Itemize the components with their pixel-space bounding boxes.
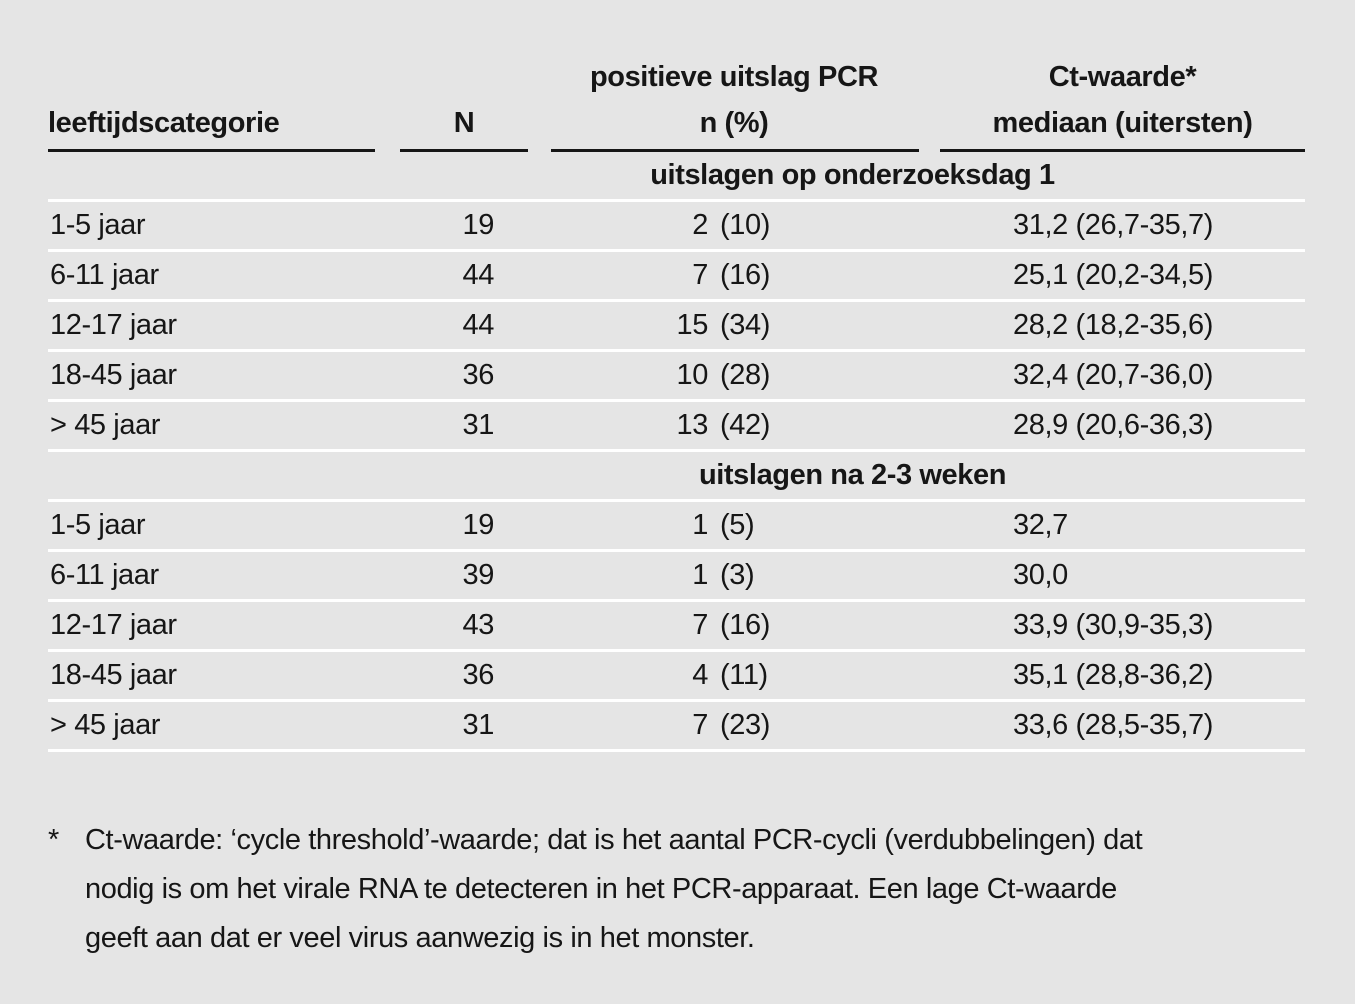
table-body: uitslagen op onderzoeksdag 1 1-5 jaar 19 2 (…	[48, 152, 1305, 752]
cell-pcr-positive: 2 (10)	[528, 209, 940, 242]
table-group-header-row: positieve uitslag PCR Ct-waarde*	[48, 52, 1305, 102]
pcr-percentage: (28)	[720, 359, 770, 391]
cell-n-total: 31	[462, 709, 495, 741]
column-header-pcr: n (%)	[528, 102, 940, 152]
table-row: > 45 jaar 31 7 (23) 33,6 (28,5-35,7)	[48, 702, 1305, 752]
cell-n-total: 31	[462, 409, 495, 441]
group-header-ct: Ct-waarde*	[1048, 61, 1197, 93]
pcr-percentage: (34)	[720, 309, 770, 341]
cell-ct-value: 31,2 (26,7-35,7)	[1013, 209, 1213, 241]
cell-age-category: > 45 jaar	[50, 409, 161, 441]
table-row: 18-45 jaar 36 10 (28) 32,4 (20,7-36,0)	[48, 352, 1305, 402]
cell-ct-value: 30,0	[1013, 559, 1068, 591]
pcr-percentage: (3)	[720, 559, 755, 591]
cell-pcr-positive: 7 (16)	[528, 259, 940, 292]
cell-age-category: 18-45 jaar	[50, 359, 177, 391]
footnote-line: Ct-waarde: ‘cycle threshold’-waarde; dat…	[85, 824, 1143, 856]
pcr-percentage: (10)	[720, 209, 770, 241]
pcr-count: 4	[692, 659, 708, 691]
cell-age-category: > 45 jaar	[50, 709, 161, 741]
cell-age-category: 1-5 jaar	[50, 209, 146, 241]
cell-n-total: 44	[462, 259, 495, 291]
cell-n-total: 39	[462, 559, 495, 591]
pcr-count: 13	[676, 409, 709, 441]
table-row: 1-5 jaar 19 2 (10) 31,2 (26,7-35,7)	[48, 202, 1305, 252]
cell-pcr-positive: 7 (23)	[528, 709, 940, 742]
cell-age-category: 18-45 jaar	[50, 659, 177, 691]
cell-pcr-positive: 1 (3)	[528, 559, 940, 592]
cell-ct-value: 28,9 (20,6-36,3)	[1013, 409, 1213, 441]
table-row: 18-45 jaar 36 4 (11) 35,1 (28,8-36,2)	[48, 652, 1305, 702]
cell-age-category: 6-11 jaar	[50, 559, 159, 591]
cell-n-total: 19	[462, 209, 495, 241]
section-title: uitslagen op onderzoeksdag 1	[650, 159, 1055, 191]
cell-n-total: 43	[462, 609, 495, 641]
group-header-pcr: positieve uitslag PCR	[589, 61, 879, 93]
cell-pcr-positive: 13 (42)	[528, 409, 940, 442]
cell-ct-value: 32,4 (20,7-36,0)	[1013, 359, 1213, 391]
table-row: 6-11 jaar 39 1 (3) 30,0	[48, 552, 1305, 602]
cell-age-category: 12-17 jaar	[50, 309, 177, 341]
group-header-spacer-n	[400, 52, 528, 102]
cell-ct-value: 33,9 (30,9-35,3)	[1013, 609, 1213, 641]
cell-ct-value: 33,6 (28,5-35,7)	[1013, 709, 1213, 741]
cell-pcr-positive: 7 (16)	[528, 609, 940, 642]
cell-pcr-positive: 15 (34)	[528, 309, 940, 342]
footnote-line: nodig is om het virale RNA te detecteren…	[85, 873, 1117, 905]
section-header-row: uitslagen na 2-3 weken	[48, 452, 1305, 502]
cell-ct-value: 35,1 (28,8-36,2)	[1013, 659, 1213, 691]
cell-n-total: 44	[462, 309, 495, 341]
pcr-count: 2	[692, 209, 708, 241]
table-row: 6-11 jaar 44 7 (16) 25,1 (20,2-34,5)	[48, 252, 1305, 302]
pcr-percentage: (5)	[720, 509, 755, 541]
pcr-count: 1	[692, 559, 708, 591]
pcr-count: 7	[692, 709, 708, 741]
pcr-percentage: (16)	[720, 609, 770, 641]
column-header-n: N	[400, 102, 528, 152]
cell-n-total: 36	[462, 659, 495, 691]
table-row: > 45 jaar 31 13 (42) 28,9 (20,6-36,3)	[48, 402, 1305, 452]
pcr-count: 1	[692, 509, 708, 541]
cell-ct-value: 28,2 (18,2-35,6)	[1013, 309, 1213, 341]
results-table: positieve uitslag PCR Ct-waarde* leeftij…	[48, 52, 1305, 752]
pcr-percentage: (23)	[720, 709, 770, 741]
cell-pcr-positive: 10 (28)	[528, 359, 940, 392]
section-header-row: uitslagen op onderzoeksdag 1	[48, 152, 1305, 202]
footnote-line: geeft aan dat er veel virus aanwezig is …	[85, 922, 755, 954]
table-row: 12-17 jaar 44 15 (34) 28,2 (18,2-35,6)	[48, 302, 1305, 352]
pcr-count: 15	[676, 309, 709, 341]
cell-age-category: 6-11 jaar	[50, 259, 159, 291]
table-row: 12-17 jaar 43 7 (16) 33,9 (30,9-35,3)	[48, 602, 1305, 652]
pcr-percentage: (11)	[720, 659, 768, 691]
cell-n-total: 36	[462, 359, 495, 391]
pcr-percentage: (16)	[720, 259, 770, 291]
cell-ct-value: 25,1 (20,2-34,5)	[1013, 259, 1213, 291]
pcr-percentage: (42)	[720, 409, 770, 441]
footnote-text: Ct-waarde: ‘cycle threshold’-waarde; dat…	[85, 816, 1143, 963]
footnote-marker: *	[48, 824, 59, 856]
pcr-count: 7	[692, 609, 708, 641]
table-row: 1-5 jaar 19 1 (5) 32,7	[48, 502, 1305, 552]
column-header-ct: mediaan (uitersten)	[940, 102, 1305, 152]
table-column-header-row: leeftijdscategorie N n (%) mediaan (uite…	[48, 102, 1305, 152]
section-title: uitslagen na 2-3 weken	[698, 459, 1007, 491]
footnote: * Ct-waarde: ‘cycle threshold’-waarde; d…	[48, 816, 1338, 963]
column-header-category: leeftijdscategorie	[48, 102, 400, 152]
cell-ct-value: 32,7	[1013, 509, 1068, 541]
cell-pcr-positive: 1 (5)	[528, 509, 940, 542]
group-header-spacer-category	[48, 52, 400, 102]
cell-pcr-positive: 4 (11)	[528, 659, 940, 692]
pcr-count: 10	[676, 359, 709, 391]
cell-age-category: 1-5 jaar	[50, 509, 146, 541]
cell-n-total: 19	[462, 509, 495, 541]
cell-age-category: 12-17 jaar	[50, 609, 177, 641]
pcr-count: 7	[692, 259, 708, 291]
